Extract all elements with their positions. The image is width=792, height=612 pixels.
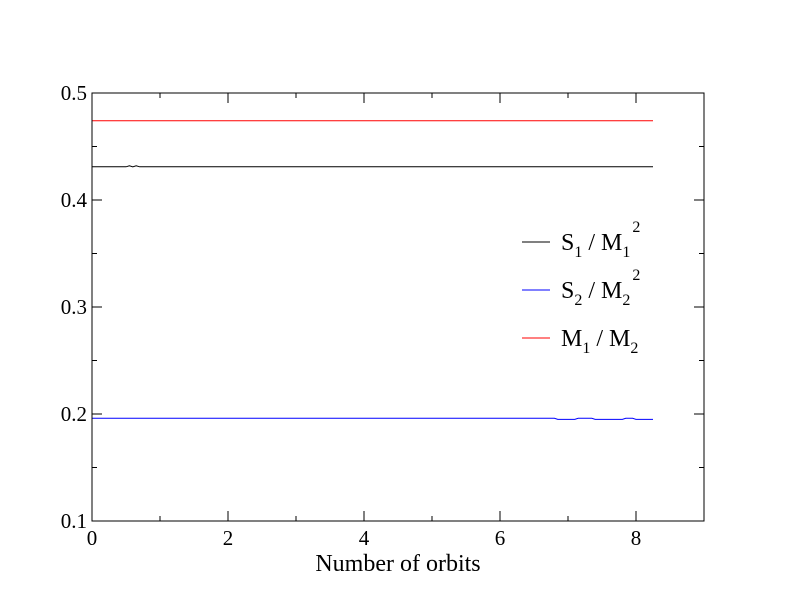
y-tick-label: 0.1 xyxy=(61,509,87,533)
ticks-layer xyxy=(91,92,705,522)
y-tick-label: 0.5 xyxy=(61,81,87,105)
series-line-2 xyxy=(92,417,653,420)
x-tick-label: 8 xyxy=(631,526,642,550)
x-tick-label: 0 xyxy=(87,526,98,550)
y-tick-label: 0.3 xyxy=(61,295,87,319)
series-line-1 xyxy=(92,165,653,168)
series-layer xyxy=(92,120,653,420)
labels-layer: 0 2 4 6 8 0.1 0.2 0.3 0.4 0.5 xyxy=(61,81,642,550)
x-tick-label: 6 xyxy=(495,526,506,550)
y-tick-label: 0.2 xyxy=(61,402,87,426)
x-tick-label: 2 xyxy=(223,526,234,550)
x-tick-label: 4 xyxy=(359,526,370,550)
legend-label-2: S2 / M22 xyxy=(561,267,640,309)
legend-label-3: M1 / M2 xyxy=(561,326,638,357)
x-axis-title: Number of orbits xyxy=(315,551,480,577)
legend-label-1: S1 / M12 xyxy=(561,219,640,261)
legend: S1 / M12 S2 / M22 M1 / M2 xyxy=(522,219,640,357)
y-tick-label: 0.4 xyxy=(61,188,88,212)
